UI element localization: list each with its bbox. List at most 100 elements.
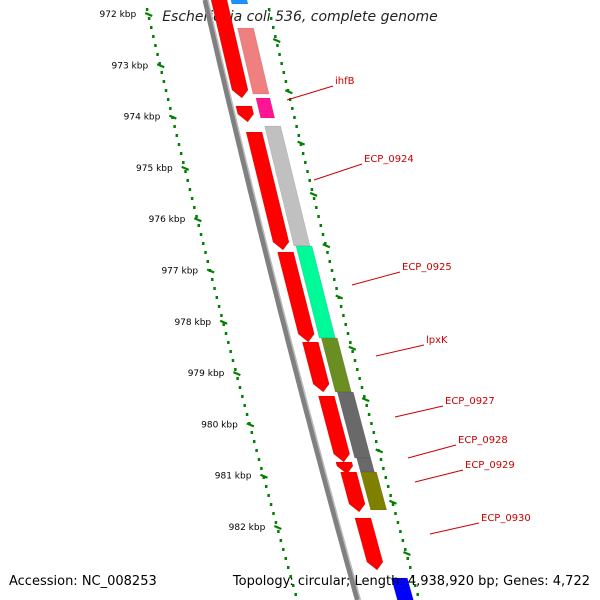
tick-dot xyxy=(177,143,181,146)
leader-line xyxy=(429,522,480,535)
tick-dot-right xyxy=(269,17,273,20)
tick-dot xyxy=(215,296,219,299)
tick-dot xyxy=(289,575,292,578)
gene-blue-bottom xyxy=(390,577,414,600)
gene-ECP_0927b xyxy=(356,457,375,473)
tick-dot-right xyxy=(315,206,318,209)
tick-dot xyxy=(164,89,168,92)
genome-stats-text: Topology: circular; Length: 4,938,920 bp… xyxy=(232,574,590,589)
tick-dot xyxy=(213,287,216,290)
tick-dot-right xyxy=(374,440,378,443)
tick-dot xyxy=(224,332,228,335)
gene-label: ihfB xyxy=(335,76,355,87)
major-tick xyxy=(273,524,282,531)
major-tick xyxy=(168,114,177,120)
leader-line xyxy=(286,85,334,101)
tick-dot xyxy=(147,17,151,20)
tick-label: 978 kbp xyxy=(174,318,211,328)
leader-line xyxy=(313,163,363,181)
minor-tick xyxy=(272,37,281,44)
tick-dot xyxy=(173,125,176,128)
tick-dot xyxy=(267,494,270,497)
tick-dot-right xyxy=(326,251,329,254)
gene-red xyxy=(318,395,351,463)
tick-dot-right xyxy=(386,485,390,488)
tick-dot-right xyxy=(358,377,361,380)
gene-ihfB-small xyxy=(255,97,276,119)
minor-tick xyxy=(322,243,331,249)
tick-dot xyxy=(202,242,205,245)
tick-dot-right xyxy=(306,170,309,173)
backbone-track xyxy=(202,0,362,600)
gene-red xyxy=(301,341,330,393)
major-tick xyxy=(219,319,228,325)
tick-track: 972 kbp 973 kbp 974 kbp 975 kbp 976 kbp 977 k… xyxy=(100,8,419,596)
tick-dot xyxy=(211,278,214,281)
minor-tick xyxy=(309,191,318,197)
tick-dot-right xyxy=(333,278,336,281)
minor-tick xyxy=(297,140,306,146)
tick-dot xyxy=(158,62,161,65)
major-tick xyxy=(206,268,215,274)
tick-dot xyxy=(257,458,261,461)
tick-dot-right xyxy=(384,476,388,479)
tick-dot xyxy=(195,215,198,218)
minor-tick xyxy=(375,448,384,454)
tick-dot-right xyxy=(301,152,305,155)
tick-dot-right xyxy=(406,557,410,560)
tick-dot-right xyxy=(370,422,373,425)
tick-dot-right xyxy=(416,593,419,596)
tick-dot xyxy=(222,323,225,326)
tick-dot-right xyxy=(346,332,350,335)
tick-dot-right xyxy=(312,197,316,200)
tick-dot xyxy=(206,260,210,263)
tick-dot-right xyxy=(404,548,407,551)
tick-label: 982 kbp xyxy=(229,523,266,533)
tick-dot-right xyxy=(401,539,405,542)
gene-red xyxy=(245,131,290,251)
tick-dot-right xyxy=(399,530,402,533)
leader-line xyxy=(394,405,444,418)
gene-label: ECP_0930 xyxy=(481,513,531,524)
tick-dot-right xyxy=(342,314,345,317)
gene-label: lpxK xyxy=(426,335,448,346)
tick-dot xyxy=(217,305,221,308)
gene-red xyxy=(340,471,366,513)
tick-dot-right xyxy=(293,116,296,119)
leader-line xyxy=(375,344,425,357)
cds-track xyxy=(210,0,414,600)
minor-tick xyxy=(348,345,357,351)
tick-dot-right xyxy=(330,269,334,272)
tick-dot xyxy=(269,503,273,506)
tick-dot xyxy=(204,251,207,254)
tick-dot-right xyxy=(379,458,383,461)
leader-line xyxy=(414,469,464,483)
tick-dot xyxy=(156,53,159,56)
gene-label: ECP_0924 xyxy=(364,154,414,165)
tick-dot-right xyxy=(280,62,283,65)
gene-label: ECP_0927 xyxy=(445,396,495,407)
tick-dot-right xyxy=(351,350,354,353)
accession-text: Accession: NC_008253 xyxy=(9,574,157,589)
tick-dot xyxy=(231,359,235,362)
tick-dot-right xyxy=(353,359,357,362)
tick-dot-right xyxy=(389,494,392,497)
minor-tick xyxy=(389,499,397,505)
tick-dot xyxy=(199,233,203,236)
tick-dot xyxy=(162,80,166,83)
tick-label: 977 kbp xyxy=(161,267,198,277)
tick-dot-right xyxy=(396,521,400,524)
backbone-inner xyxy=(207,0,362,600)
tick-dot-right xyxy=(310,188,314,191)
tick-dot-right xyxy=(274,35,277,38)
tick-dot xyxy=(277,530,280,533)
tick-dot-right xyxy=(363,395,366,398)
tick-dot-right xyxy=(324,242,327,245)
tick-label: 974 kbp xyxy=(124,113,161,123)
tick-dot xyxy=(175,134,179,137)
gene-label: ECP_0929 xyxy=(465,460,515,471)
gene-labels: ihfB ECP_0924 ECP_0925 lpxK ECP_0927 ECP_0928… xyxy=(286,76,531,535)
tick-dot xyxy=(291,584,295,587)
minor-tick xyxy=(335,294,344,300)
